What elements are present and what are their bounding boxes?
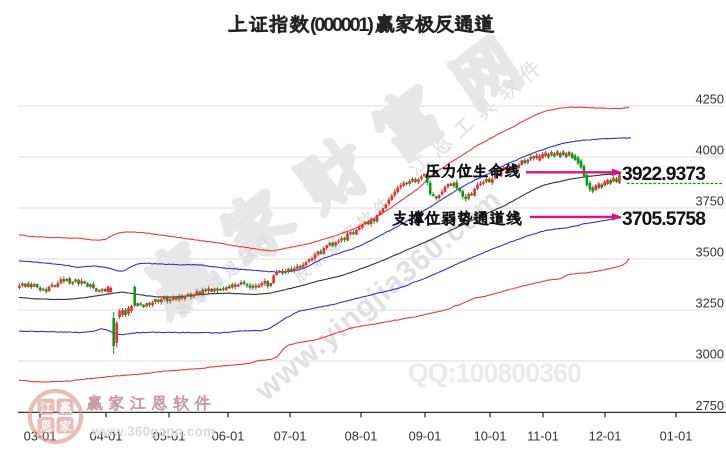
svg-text:05-01: 05-01 — [153, 429, 186, 444]
svg-text:04-01: 04-01 — [90, 429, 123, 444]
svg-text:3922.9373: 3922.9373 — [622, 164, 705, 185]
svg-text:10-01: 10-01 — [474, 429, 507, 444]
svg-text:2750: 2750 — [696, 398, 724, 413]
svg-text:4000: 4000 — [696, 143, 724, 158]
svg-text:01-01: 01-01 — [660, 429, 693, 444]
svg-text:3705.5758: 3705.5758 — [622, 209, 706, 230]
svg-text:08-01: 08-01 — [345, 429, 378, 444]
svg-text:(000001): (000001) — [310, 14, 373, 36]
svg-text:QQ:100800360: QQ:100800360 — [408, 358, 581, 388]
svg-text:4250: 4250 — [696, 92, 724, 107]
svg-text:3000: 3000 — [696, 347, 724, 362]
svg-text:09-01: 09-01 — [409, 429, 442, 444]
svg-text:07-01: 07-01 — [274, 429, 307, 444]
svg-text:www.360gann.com: www.360gann.com — [91, 424, 215, 439]
svg-text:12-01: 12-01 — [589, 429, 622, 444]
svg-text:11-01: 11-01 — [527, 429, 559, 444]
svg-text:3750: 3750 — [696, 194, 724, 209]
svg-text:3250: 3250 — [696, 296, 724, 311]
svg-text:3500: 3500 — [696, 245, 724, 260]
svg-text:06-01: 06-01 — [212, 429, 245, 444]
